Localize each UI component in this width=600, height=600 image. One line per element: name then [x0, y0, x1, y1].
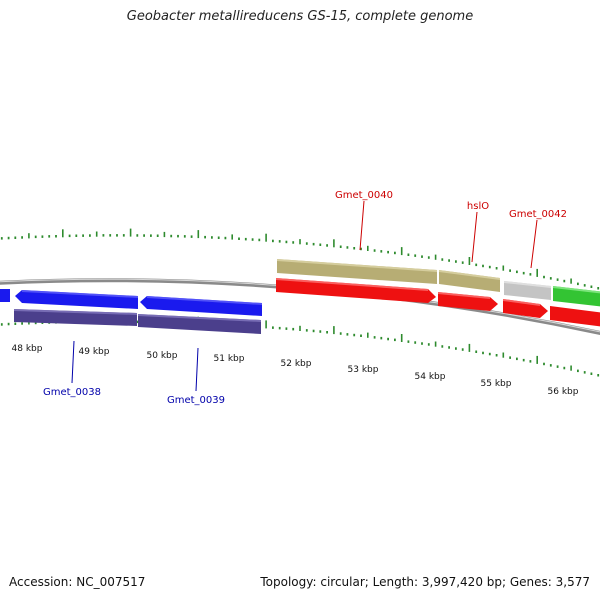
- ruler-label: 52 kbp: [281, 359, 312, 369]
- outer-tick-track: [0, 228, 600, 290]
- gene-gloss: [277, 259, 437, 272]
- gene-gloss: [553, 286, 600, 294]
- genome-title: Geobacter metallireducens GS-15, complet…: [126, 9, 474, 24]
- gene-gloss: [504, 281, 551, 288]
- gene-gloss: [276, 278, 428, 291]
- gene-label-gmet-0042[interactable]: Gmet_0042: [509, 209, 567, 220]
- gene-bar-gmet-0040[interactable]: [277, 259, 437, 284]
- gene-arrow-right-red[interactable]: [550, 306, 600, 327]
- gene-gloss: [438, 292, 490, 299]
- gene-gloss: [147, 296, 262, 305]
- ruler-label: 54 kbp: [415, 372, 446, 382]
- ruler-label: 50 kbp: [147, 351, 178, 361]
- gene-arrow-left-fragment[interactable]: [0, 289, 10, 302]
- gene-gloss: [22, 290, 138, 298]
- gene-gloss: [503, 299, 540, 306]
- gene-label-gmet-0040[interactable]: Gmet_0040: [335, 190, 393, 201]
- ruler-label: 49 kbp: [79, 347, 110, 357]
- accession-label: Accession: NC_007517: [9, 575, 146, 589]
- gene-gloss: [14, 309, 137, 315]
- ruler-label: 56 kbp: [548, 387, 579, 397]
- ruler-label: 48 kbp: [12, 344, 43, 354]
- ruler-label: 55 kbp: [481, 379, 512, 389]
- gene-bar-hslo[interactable]: [439, 270, 500, 292]
- gene-label-gmet-0038[interactable]: Gmet_0038: [43, 387, 101, 398]
- gene-label-gmet-0039[interactable]: Gmet_0039: [167, 395, 225, 406]
- gene-label-hslo[interactable]: hslO: [467, 201, 489, 212]
- gene-gloss: [138, 314, 261, 322]
- gene-gloss: [439, 270, 500, 280]
- gene-arrow-gmet-0039[interactable]: [140, 296, 262, 316]
- ruler-label: 53 kbp: [348, 365, 379, 375]
- gene-label-leaders: [71, 200, 538, 392]
- ruler-labels: 48 kbp 49 kbp 50 kbp 51 kbp 52 kbp 53 kb…: [12, 344, 579, 397]
- ruler-label: 51 kbp: [214, 354, 245, 364]
- gene-arrow-gmet-0040[interactable]: [276, 278, 436, 303]
- genome-summary: Topology: circular; Length: 3,997,420 bp…: [260, 575, 590, 589]
